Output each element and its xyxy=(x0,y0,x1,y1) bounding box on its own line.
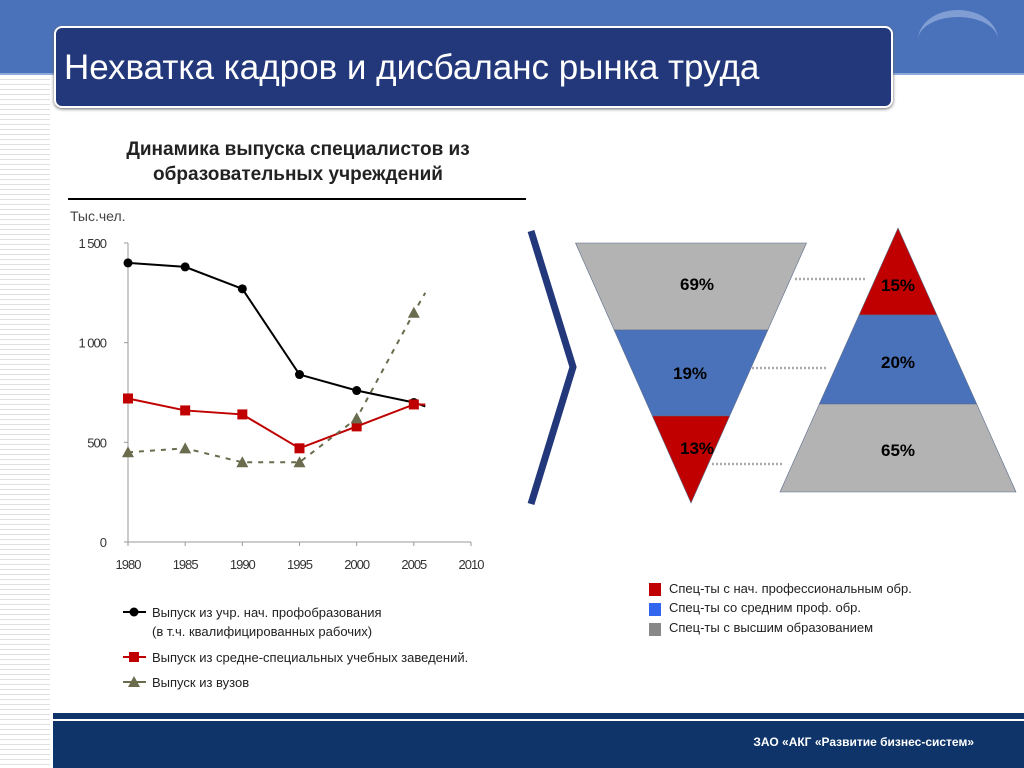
series-line-2 xyxy=(127,397,426,450)
funnel-segment-red xyxy=(651,415,731,504)
footer-band-top xyxy=(53,713,1024,719)
funnel-label: 69% xyxy=(680,275,714,294)
legend-label-1: Выпуск из учр. нач. профобразования xyxy=(152,605,382,620)
x-tick-label: 1995 xyxy=(287,557,313,572)
y-tick-label: 500 xyxy=(87,435,106,450)
legend-label-3: Выпуск из вузов xyxy=(152,675,250,690)
pyramid-label: 15% xyxy=(881,276,915,295)
data-point-circle xyxy=(295,370,304,380)
series-line-3 xyxy=(127,292,427,464)
legend-swatch-3 xyxy=(649,623,661,636)
funnel-label: 19% xyxy=(673,364,707,383)
pyramid-segment-red xyxy=(858,227,938,316)
series-line-1 xyxy=(127,261,426,408)
data-point-square xyxy=(123,393,133,404)
funnel-label: 13% xyxy=(680,439,714,458)
data-point-circle xyxy=(180,262,190,272)
pyramid-legend-label-3: Спец-ты с высшим образованием xyxy=(669,620,874,635)
data-point-triangle xyxy=(293,456,306,468)
data-point-triangle xyxy=(350,412,363,424)
pyramid-legend-label-2: Спец-ты со средним проф. обр. xyxy=(669,600,862,615)
y-tick-label: 1 500 xyxy=(78,236,106,251)
pyramid-label: 65% xyxy=(881,441,915,460)
data-point-circle xyxy=(237,284,247,294)
legend-marker-triangle xyxy=(128,676,140,687)
footer-company: ЗАО «АКГ «Развитие бизнес-систем» xyxy=(753,735,974,749)
title-box: Нехватка кадров и дисбаланс рынка труда xyxy=(54,26,893,108)
pyramid-segment-gray xyxy=(779,403,1017,493)
x-tick-label: 1980 xyxy=(116,557,142,572)
x-tick-label: 2005 xyxy=(401,557,427,572)
decorative-arc xyxy=(918,10,998,70)
data-point-square xyxy=(294,443,305,454)
x-tick-label: 1985 xyxy=(173,557,199,572)
data-point-triangle xyxy=(122,446,134,458)
slide-title: Нехватка кадров и дисбаланс рынка труда xyxy=(64,48,760,87)
legend-marker-square xyxy=(129,652,139,662)
chart-title-underline xyxy=(68,198,526,200)
data-point-circle xyxy=(352,386,362,396)
footer-band xyxy=(53,721,1024,768)
legend-label-2: Выпуск из средне-специальных учебных зав… xyxy=(152,650,469,665)
data-point-square xyxy=(237,409,248,420)
data-point-triangle xyxy=(179,442,192,454)
data-point-circle xyxy=(123,258,133,268)
decorative-stripes xyxy=(0,75,50,768)
data-point-square xyxy=(351,421,362,432)
legend-swatch-1 xyxy=(649,583,661,596)
y-tick-label: 1 000 xyxy=(78,336,106,351)
legend-swatch-2 xyxy=(649,603,661,616)
data-point-square xyxy=(408,399,419,410)
chart-title: Динамика выпуска специалистов из образов… xyxy=(126,139,470,185)
data-point-square xyxy=(180,405,191,416)
legend-marker-circle xyxy=(129,607,139,617)
x-tick-label: 2010 xyxy=(459,557,485,572)
legend-label-1b: (в т.ч. квалифицированных рабочих) xyxy=(152,624,373,639)
data-point-triangle xyxy=(407,306,420,318)
pyramid-label: 20% xyxy=(881,353,915,372)
x-tick-label: 1990 xyxy=(230,557,256,572)
pyramid-legend-label-1: Спец-ты с нач. профессиональным обр. xyxy=(669,581,912,596)
y-tick-label: 0 xyxy=(100,535,107,550)
chevron-arrow-icon xyxy=(527,229,577,506)
y-axis-label: Тыс.чел. xyxy=(70,208,126,224)
data-point-triangle xyxy=(236,456,249,468)
x-tick-label: 2000 xyxy=(344,557,370,572)
